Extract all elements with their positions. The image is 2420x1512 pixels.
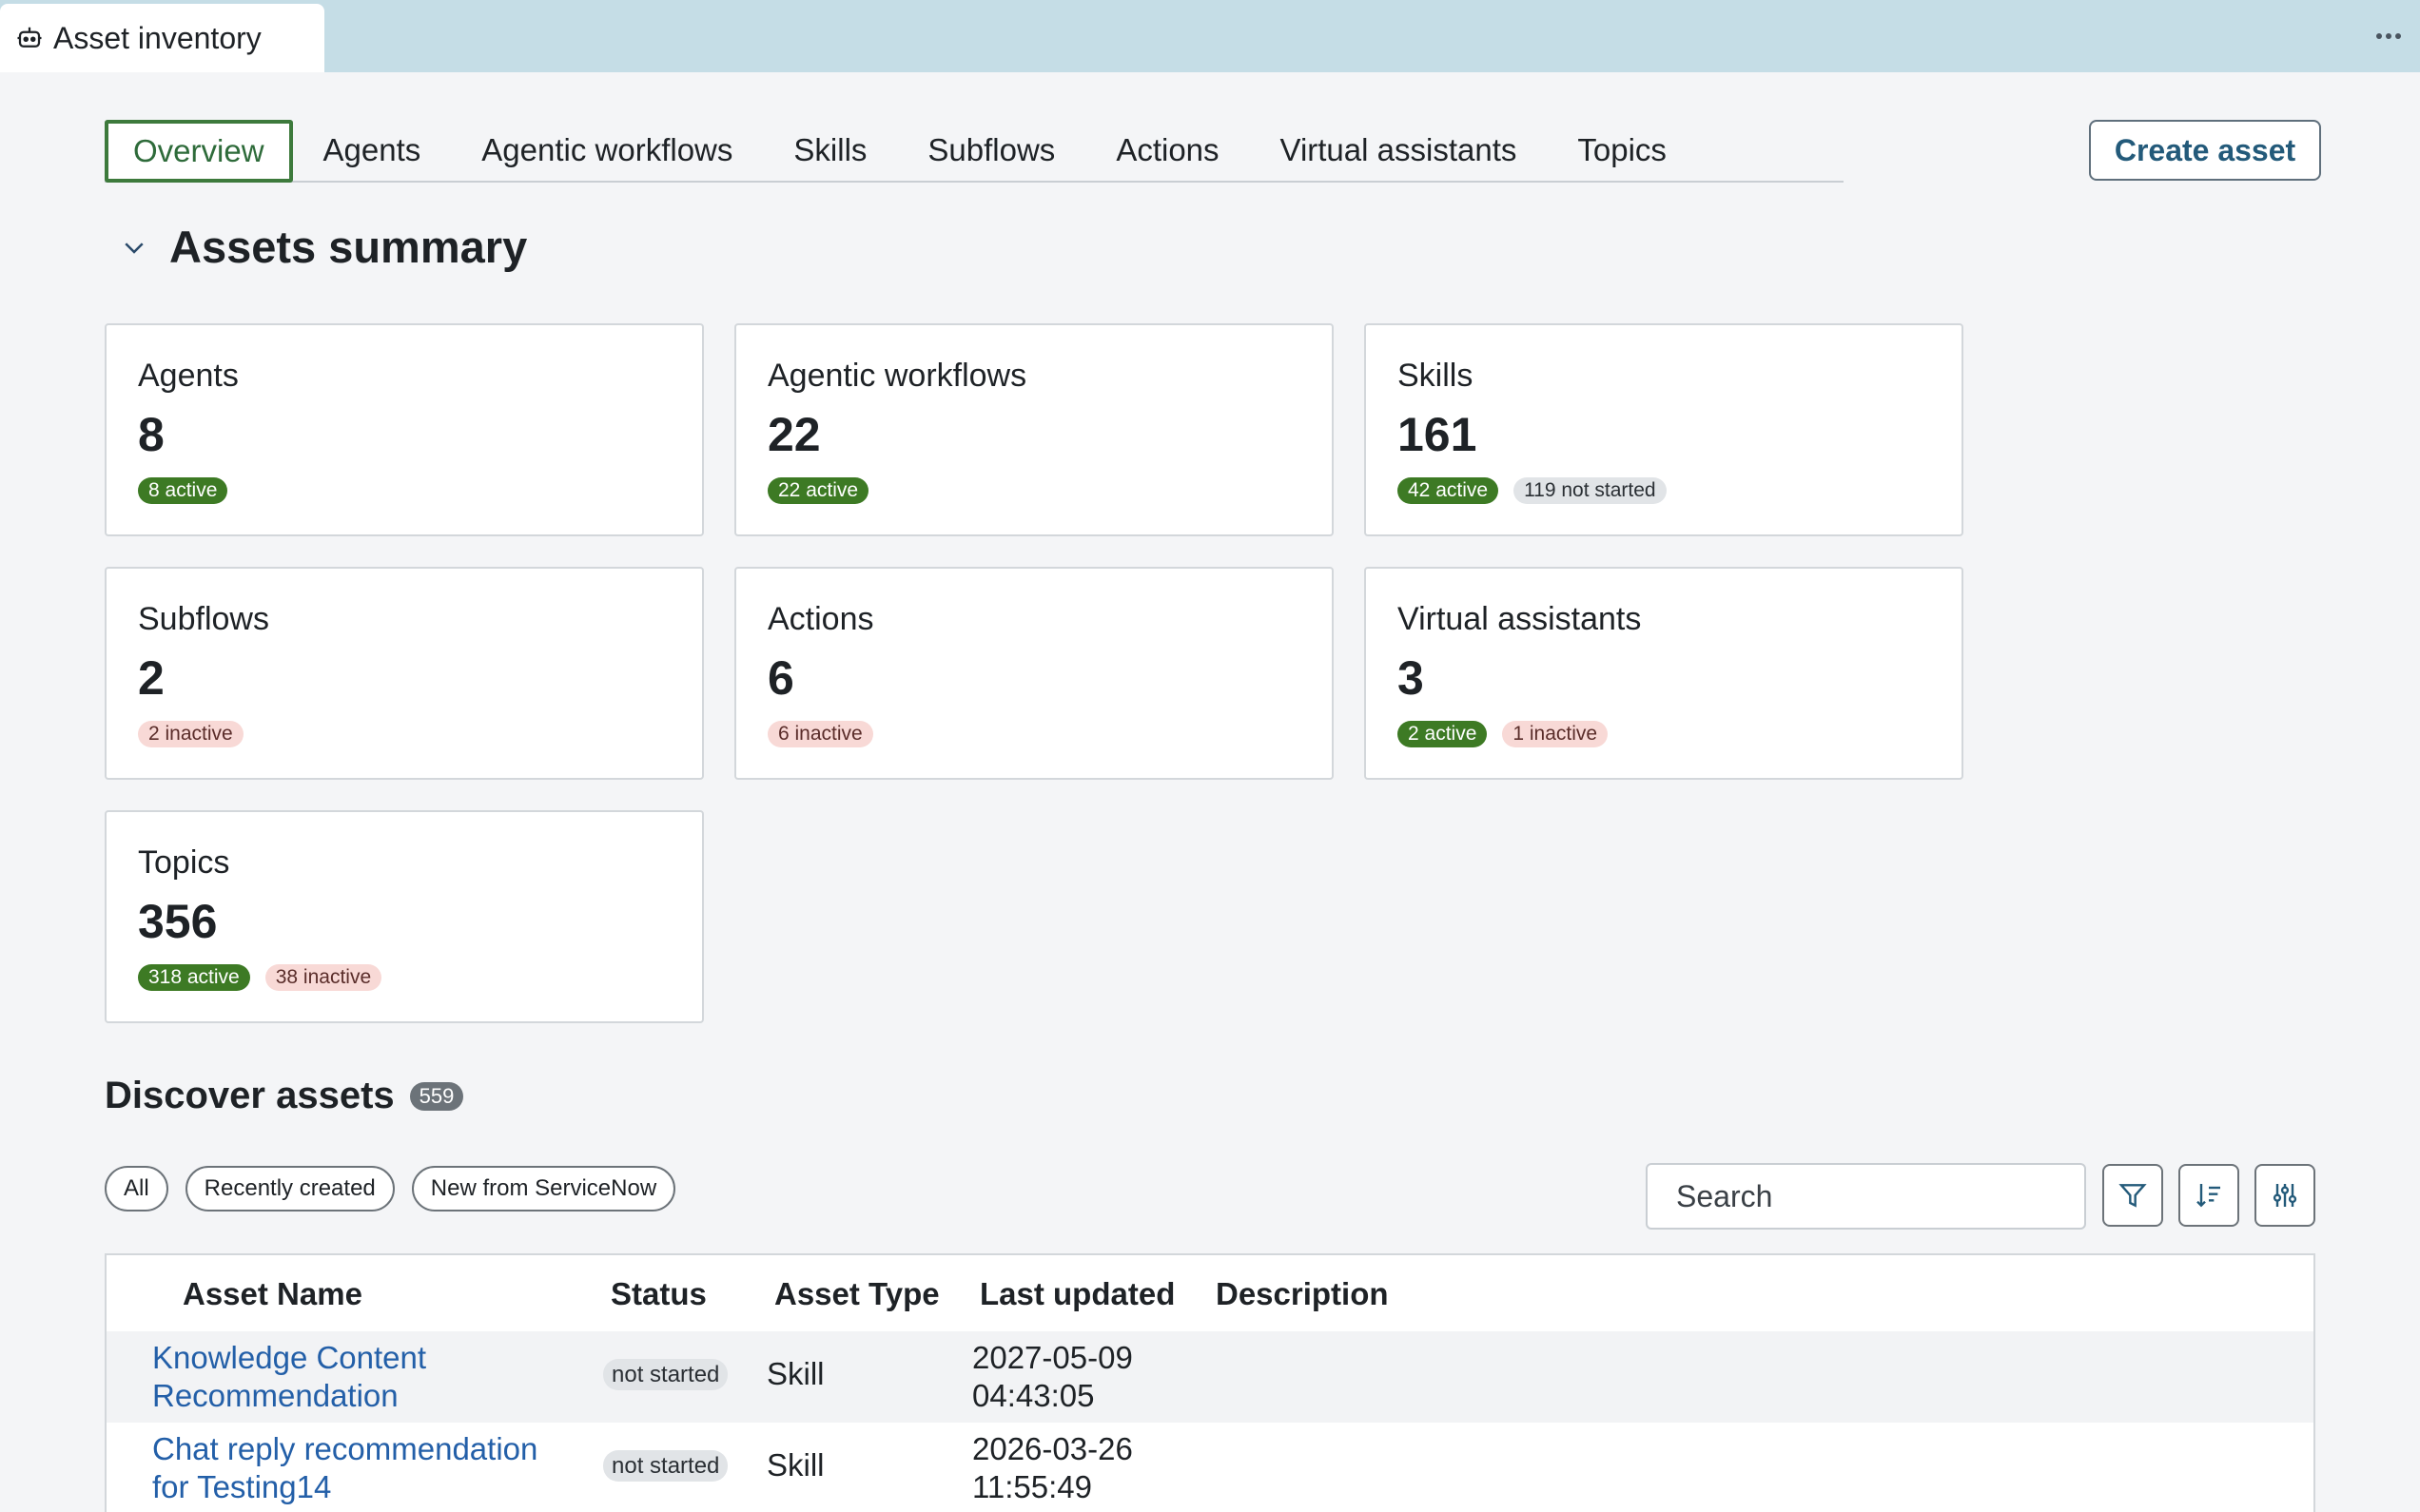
status-badge: 2 active xyxy=(1397,721,1488,747)
card-title: Virtual assistants xyxy=(1397,601,1642,637)
asset-name-line[interactable]: Chat reply recommendation xyxy=(152,1431,538,1466)
chip-all[interactable]: All xyxy=(105,1166,168,1212)
card-count: 161 xyxy=(1397,408,1477,461)
chevron-down-icon[interactable] xyxy=(120,233,148,262)
status-badge: 318 active xyxy=(138,964,250,991)
sort-button[interactable] xyxy=(2178,1164,2239,1227)
status-badge: 6 inactive xyxy=(768,721,873,747)
tab-virtual-assistants[interactable]: Virtual assistants xyxy=(1279,132,1517,167)
tab-agents[interactable]: Agents xyxy=(322,132,421,167)
robot-icon xyxy=(17,27,42,48)
summary-card-agentic-workflows[interactable]: Agentic workflows 22 22 active xyxy=(734,323,1334,536)
card-title: Skills xyxy=(1397,358,1473,394)
status-badge: 8 active xyxy=(138,477,228,504)
header-last-updated[interactable]: Last updated xyxy=(980,1276,1176,1311)
summary-card-subflows[interactable]: Subflows 2 2 inactive xyxy=(105,567,704,780)
top-tab-bar: Asset inventory xyxy=(0,0,2420,72)
tab-subflows[interactable]: Subflows xyxy=(927,132,1056,167)
tab-topics[interactable]: Topics xyxy=(1577,132,1667,167)
asset-nav-tabs: Overview Agents Agentic workflows Skills… xyxy=(105,120,1844,183)
asset-type-cell: Skill xyxy=(767,1356,825,1391)
card-count: 8 xyxy=(138,408,165,461)
header-asset-name[interactable]: Asset Name xyxy=(183,1276,362,1311)
asset-count-badge: 559 xyxy=(409,1081,464,1111)
header-description[interactable]: Description xyxy=(1216,1276,1389,1311)
status-badge: not started xyxy=(603,1450,729,1482)
tab-overview[interactable]: Overview xyxy=(105,120,293,183)
status-badge: 38 inactive xyxy=(264,964,382,991)
asset-name-link[interactable]: Knowledge Content Recommendation xyxy=(152,1339,552,1415)
assets-summary-header[interactable]: Assets summary xyxy=(120,221,527,273)
column-settings-button[interactable] xyxy=(2254,1164,2315,1227)
status-cell: not started xyxy=(603,1450,729,1482)
updated-date: 2026-03-26 xyxy=(972,1431,1133,1466)
assets-table: Asset Name Status Asset Type Last update… xyxy=(105,1253,2315,1512)
status-cell: not started xyxy=(603,1359,729,1390)
updated-time: 11:55:49 xyxy=(972,1469,1093,1504)
summary-card-topics[interactable]: Topics 356 318 active 38 inactive xyxy=(105,810,704,1023)
card-count: 2 xyxy=(138,651,165,705)
app-tab-title: Asset inventory xyxy=(53,20,262,55)
updated-date: 2027-05-09 xyxy=(972,1340,1133,1375)
status-badge: 119 not started xyxy=(1513,477,1667,504)
sort-icon xyxy=(2196,1184,2220,1208)
asset-type-cell: Skill xyxy=(767,1447,825,1483)
create-asset-button[interactable]: Create asset xyxy=(2089,120,2321,181)
asset-name-line[interactable]: Knowledge Content xyxy=(152,1340,427,1375)
table-row: Chat reply recommendation for Testing14 … xyxy=(107,1423,2313,1512)
filter-chips: All Recently created New from ServiceNow xyxy=(105,1166,676,1212)
filter-button[interactable] xyxy=(2102,1164,2163,1227)
search-box xyxy=(1646,1163,2086,1230)
status-badge: 2 inactive xyxy=(138,721,244,747)
status-badge: not started xyxy=(603,1359,729,1390)
card-count: 356 xyxy=(138,895,218,948)
status-badge: 1 inactive xyxy=(1502,721,1609,747)
last-updated-cell: 2027-05-09 04:43:05 xyxy=(972,1339,1133,1415)
tab-actions[interactable]: Actions xyxy=(1116,132,1220,167)
card-count: 3 xyxy=(1397,651,1424,705)
summary-card-virtual-assistants[interactable]: Virtual assistants 3 2 active 1 inactive xyxy=(1364,567,1963,780)
asset-name-line[interactable]: Recommendation xyxy=(152,1378,399,1413)
card-count: 22 xyxy=(768,408,821,461)
discover-assets-header: Discover assets 559 xyxy=(105,1075,464,1117)
filter-icon xyxy=(2118,1184,2147,1208)
app-tab-asset-inventory[interactable]: Asset inventory xyxy=(0,4,324,72)
card-title: Actions xyxy=(768,601,874,637)
summary-card-skills[interactable]: Skills 161 42 active 119 not started xyxy=(1364,323,1963,536)
chip-recently-created[interactable]: Recently created xyxy=(185,1166,395,1212)
status-badge: 42 active xyxy=(1397,477,1499,504)
sliders-icon xyxy=(2273,1184,2297,1207)
table-row: Knowledge Content Recommendation not sta… xyxy=(107,1331,2313,1423)
summary-card-actions[interactable]: Actions 6 6 inactive xyxy=(734,567,1334,780)
tab-skills[interactable]: Skills xyxy=(793,132,868,167)
updated-time: 04:43:05 xyxy=(972,1378,1095,1413)
tab-agentic-workflows[interactable]: Agentic workflows xyxy=(481,132,733,167)
assets-summary-title: Assets summary xyxy=(169,222,528,272)
card-title: Agents xyxy=(138,358,239,394)
card-title: Subflows xyxy=(138,601,269,637)
discover-assets-title: Discover assets xyxy=(105,1075,395,1116)
table-header: Asset Name Status Asset Type Last update… xyxy=(107,1255,2313,1331)
card-title: Agentic workflows xyxy=(768,358,1027,394)
asset-name-link[interactable]: Chat reply recommendation for Testing14 xyxy=(152,1430,552,1506)
card-title: Topics xyxy=(138,844,230,881)
search-input[interactable] xyxy=(1676,1178,2076,1214)
chip-new-from-servicenow[interactable]: New from ServiceNow xyxy=(411,1166,676,1212)
asset-name-line[interactable]: for Testing14 xyxy=(152,1469,332,1504)
status-badge: 22 active xyxy=(768,477,869,504)
header-status[interactable]: Status xyxy=(611,1276,707,1311)
last-updated-cell: 2026-03-26 11:55:49 xyxy=(972,1430,1133,1506)
header-asset-type[interactable]: Asset Type xyxy=(774,1276,940,1311)
more-horizontal-icon[interactable] xyxy=(2376,27,2403,46)
summary-card-agents[interactable]: Agents 8 8 active xyxy=(105,323,704,536)
card-count: 6 xyxy=(768,651,794,705)
